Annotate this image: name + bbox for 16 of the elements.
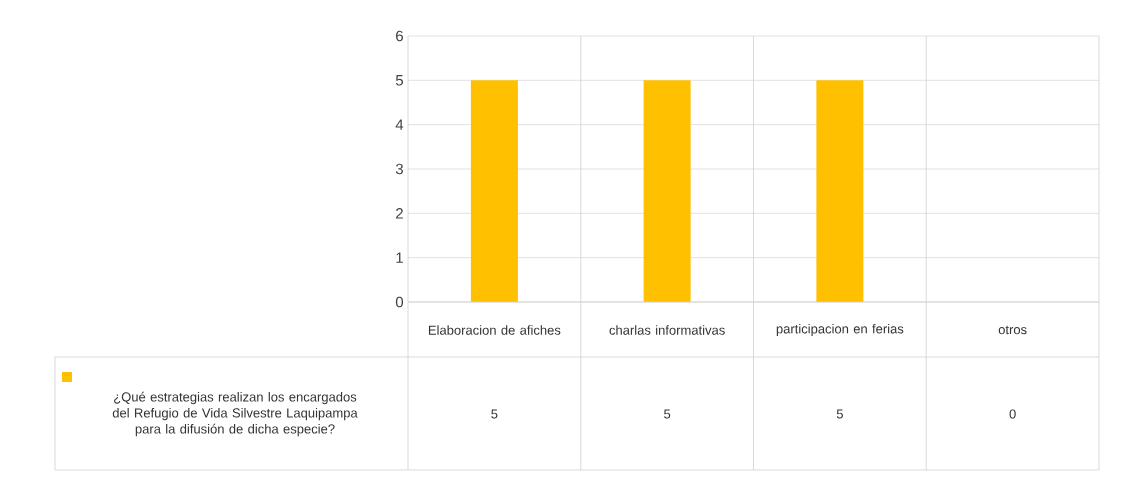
data-label: 5 [836,409,843,419]
data-label: 5 [491,409,498,419]
x-tick-label: Elaboracion de afiches [428,325,561,335]
x-tick-label: otros [998,325,1027,335]
data-label: 5 [664,409,671,419]
y-tick-label: 3 [395,163,403,175]
text: ¿Qué estrategias realizan los encargados del Refugio de Vida Silvestre Laquipampa para la difusión de dicha especie? [112,391,358,437]
x-tick-label: charlas informativas [609,325,725,335]
y-tick-label: 1 [396,252,403,263]
y-tick-label: 5 [395,75,404,86]
y-tick-label: 2 [396,208,403,219]
y-tick-label: 0 [395,296,404,308]
x-tick-label: participacion en ferias [776,323,904,337]
y-tick-label: 4 [395,119,404,130]
data-label: 0 [1009,409,1016,419]
y-tick-label: 6 [396,30,403,42]
